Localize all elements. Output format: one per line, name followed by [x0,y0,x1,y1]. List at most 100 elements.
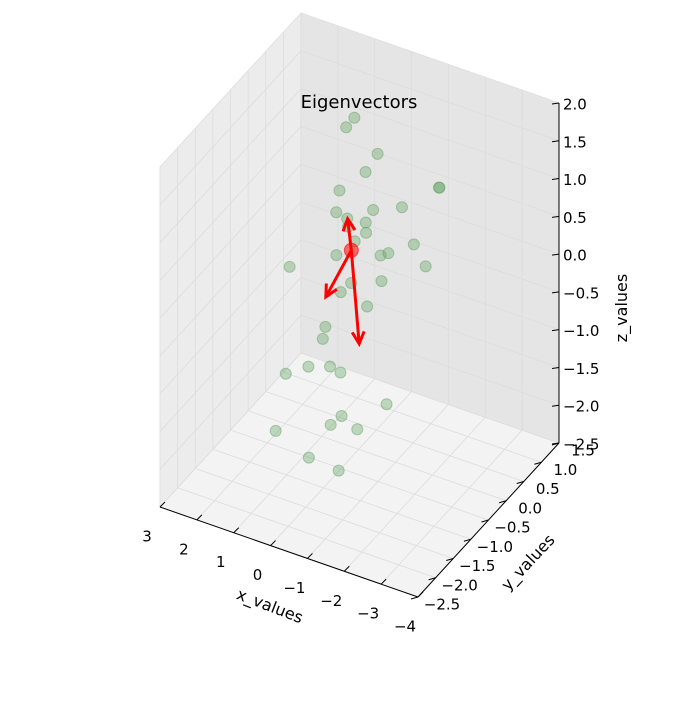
grid-line [300,314,560,406]
x-tick-label: −1 [283,579,305,597]
grid-line [159,163,302,319]
data-point [330,249,343,262]
grid-line [230,429,489,521]
data-point [283,260,296,273]
x-tick-label: −3 [357,605,379,623]
y-tick-mark [428,577,436,581]
x-tick-label: 0 [253,566,263,584]
z-tick-label: 1.0 [563,171,587,189]
z-tick-label: 0.5 [563,209,587,227]
grid-line [300,201,560,293]
data-point [316,332,329,345]
grid-line [265,391,524,482]
grid-line [300,50,560,142]
grid-line [177,487,436,579]
y-tick-label: −2.0 [441,576,477,594]
data-point [269,424,282,437]
z-tick-mark [551,404,560,407]
y-tick-mark [463,538,472,542]
data-point [333,184,346,197]
y-tick-mark [481,519,489,523]
z-axis-label: z_values [612,274,632,342]
data-point [340,121,353,134]
data-point [332,464,345,477]
z-tick-mark [551,102,560,105]
y-tick-mark [534,461,542,465]
grid-line [159,50,302,206]
eigenvector-arrowhead [324,283,338,300]
z-tick-mark [551,140,560,143]
z-tick-mark [551,253,560,256]
tick-marks [159,102,560,600]
grid-line [159,126,302,281]
eigenvector-arrowhead [341,215,357,232]
data-point [360,226,373,239]
y-tick-mark [516,481,524,484]
x-tick-mark [307,553,313,559]
eigenvector-arrow [324,249,353,300]
y-tick-label: 0.0 [518,499,542,517]
data-point [419,260,432,273]
y-tick-mark [446,558,454,561]
z-tick-mark [551,329,560,332]
data-point [302,360,315,373]
z-tick-label: −1.5 [563,360,599,378]
x-tick-label: 2 [179,540,189,558]
grid-line [159,277,302,432]
data-point [371,147,384,160]
grid-line [159,88,302,243]
z-tick-label: 0.0 [563,247,587,265]
data-point [348,111,361,124]
data-point [324,418,337,431]
x-tick-label: 1 [216,553,226,571]
x-tick-mark [380,578,387,585]
x-tick-label: 3 [142,528,152,546]
x-tick-mark [417,591,424,598]
y-tick-label: 1.0 [553,461,577,479]
z-tick-label: −0.5 [563,284,599,302]
y-tick-label: −2.5 [424,596,460,614]
chart-title: Eigenvectors [301,92,418,113]
x-tick-mark [270,540,276,546]
data-point [279,367,292,380]
z-tick-mark [551,215,560,218]
data-point [359,166,372,179]
data-point [302,451,315,464]
data-point [374,249,387,262]
grid-line [300,12,560,104]
eigenvector-shaft [324,249,353,298]
x-tick-mark [233,527,240,534]
data-point [351,423,364,436]
grid-line [300,352,560,444]
data-point [330,206,343,219]
data-point [433,181,446,194]
grid-line [300,125,560,217]
z-tick-mark [551,366,560,369]
z-tick-label: −1.0 [563,322,599,340]
z-tick-label: −2.5 [563,436,599,454]
eigenvector-arrow [349,250,366,348]
grid-line [247,410,507,502]
z-tick-label: 2.0 [563,96,587,114]
y-tick-label: −1.0 [477,538,513,556]
grid-line [300,277,560,368]
grid-line [300,239,560,331]
data-point [382,247,395,260]
x-tick-label: −2 [320,592,342,610]
grid-line [283,371,542,463]
data-point [324,360,337,373]
eigenvector-arrowhead [350,330,366,348]
y-tick-mark [498,500,507,504]
data-point [432,181,445,194]
y-tick-label: −1.5 [459,557,495,575]
x-tick-mark [343,565,350,572]
eigenvector-arrows [324,215,366,348]
data-point [334,366,347,379]
data-point [319,320,332,333]
data-point [407,238,420,251]
data-point [334,286,347,299]
grid-line [212,448,472,540]
eigenvector-shaft [349,250,361,344]
data-point [375,275,388,288]
